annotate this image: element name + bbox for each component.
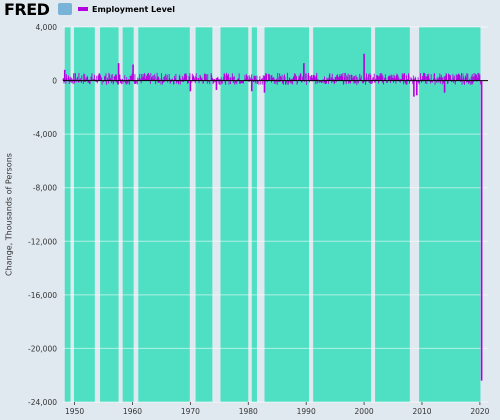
recession-shading-group [64, 27, 481, 402]
series-group [62, 53, 488, 381]
y-tick-label: -20,000 [28, 344, 57, 353]
legend-swatch [78, 7, 88, 11]
shaded-period-6 [220, 27, 249, 402]
x-tick-label: 2000 [355, 407, 374, 416]
shaded-period-3 [122, 27, 134, 402]
shaded-period-5 [195, 27, 213, 402]
x-tick-label: 1950 [65, 407, 84, 416]
shaded-period-9 [313, 27, 372, 402]
y-tick-group: 4,000 0 -4,000 -8,000 -12,000 -16,000 -20,000 -… [28, 23, 57, 407]
x-tick-label: 2010 [412, 407, 431, 416]
x-tick-label: 2020 [470, 407, 489, 416]
y-tick-label: -16,000 [28, 291, 57, 300]
shaded-period-0 [64, 27, 71, 402]
y-tick-label: -8,000 [33, 184, 57, 193]
x-tick-label: 1970 [181, 407, 200, 416]
y-tick-label: 4,000 [36, 23, 58, 32]
shaded-period-10 [375, 27, 410, 402]
x-tick-label: 1980 [239, 407, 258, 416]
y-tick-label: -12,000 [28, 237, 57, 246]
shaded-period-1 [74, 27, 95, 402]
shaded-period-4 [138, 27, 190, 402]
legend-label: Employment Level [92, 4, 175, 14]
shaded-period-11 [419, 27, 481, 402]
shaded-period-8 [264, 27, 310, 402]
fred-logo: FRED [4, 0, 50, 19]
x-tick-label: 1990 [297, 407, 316, 416]
y-tick-label: 0 [52, 77, 57, 86]
shaded-period-7 [251, 27, 257, 402]
fred-chart-icon [58, 3, 72, 15]
x-tick-label: 1960 [123, 407, 142, 416]
y-tick-label: -4,000 [33, 130, 57, 139]
legend: Employment Level [78, 2, 175, 16]
x-tick-group: 1950 1960 1970 1980 1990 2000 2010 2020 [65, 402, 490, 416]
y-tick-label: -24,000 [28, 398, 57, 407]
shaded-period-2 [100, 27, 119, 402]
